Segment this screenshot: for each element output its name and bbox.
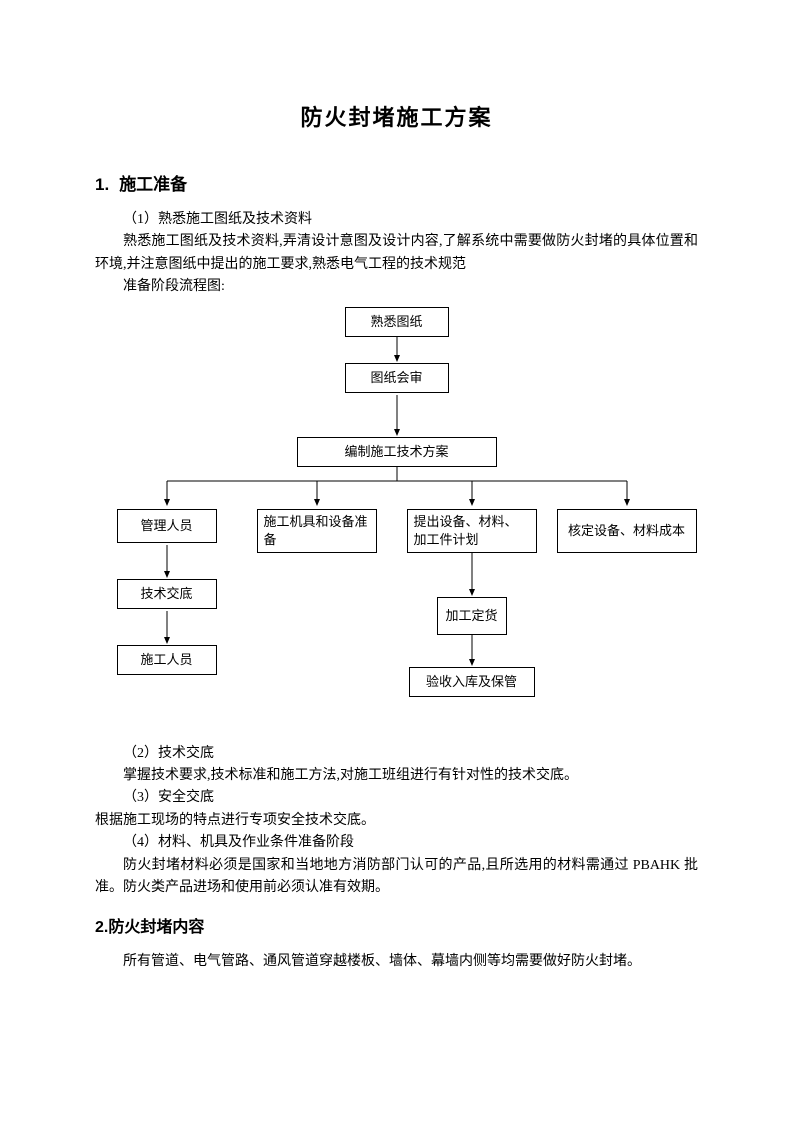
- flowchart: 熟悉图纸 图纸会审 编制施工技术方案 管理人员 施工机具和设备准备 提出设备、材…: [97, 305, 697, 725]
- s2-p1: 所有管道、电气管路、通风管道穿越楼板、墙体、幕墙内侧等均需要做好防火封堵。: [95, 951, 698, 973]
- s1-p7: 根据施工现场的特点进行专项安全技术交底。: [95, 810, 698, 832]
- flow-node-7: 核定设备、材料成本: [557, 509, 697, 553]
- flow-node-2: 图纸会审: [345, 363, 449, 393]
- s1-p8: （4）材料、机具及作业条件准备阶段: [95, 832, 698, 854]
- flow-node-10: 加工定货: [437, 597, 507, 635]
- section1-num: 1.: [95, 175, 109, 194]
- section1-heading-text: 施工准备: [119, 175, 187, 194]
- flow-node-1: 熟悉图纸: [345, 307, 449, 337]
- flow-node-6: 提出设备、材料、加工件计划: [407, 509, 537, 553]
- section1-heading: 1. 施工准备: [95, 170, 698, 195]
- flow-node-3: 编制施工技术方案: [297, 437, 497, 467]
- flow-node-4: 管理人员: [117, 509, 217, 543]
- section2-heading: 2.防火封堵内容: [95, 913, 698, 937]
- flow-node-8: 技术交底: [117, 579, 217, 609]
- s1-p5: 掌握技术要求,技术标准和施工方法,对施工班组进行有针对性的技术交底。: [95, 765, 698, 787]
- section2-heading-text: 防火封堵内容: [108, 919, 204, 936]
- s1-p2: 熟悉施工图纸及技术资料,弄清设计意图及设计内容,了解系统中需要做防火封堵的具体位…: [95, 231, 698, 276]
- s1-p1: （1）熟悉施工图纸及技术资料: [95, 209, 698, 231]
- flow-node-9: 施工人员: [117, 645, 217, 675]
- flow-node-11: 验收入库及保管: [409, 667, 535, 697]
- s1-p9: 防火封堵材料必须是国家和当地地方消防部门认可的产品,且所选用的材料需通过 PBA…: [95, 855, 698, 900]
- s1-p3: 准备阶段流程图:: [95, 276, 698, 298]
- page-title: 防火封堵施工方案: [95, 100, 698, 132]
- s1-p4: （2）技术交底: [95, 743, 698, 765]
- flow-node-5: 施工机具和设备准备: [257, 509, 377, 553]
- section2-num: 2.: [95, 919, 108, 936]
- s1-p6: （3）安全交底: [95, 787, 698, 809]
